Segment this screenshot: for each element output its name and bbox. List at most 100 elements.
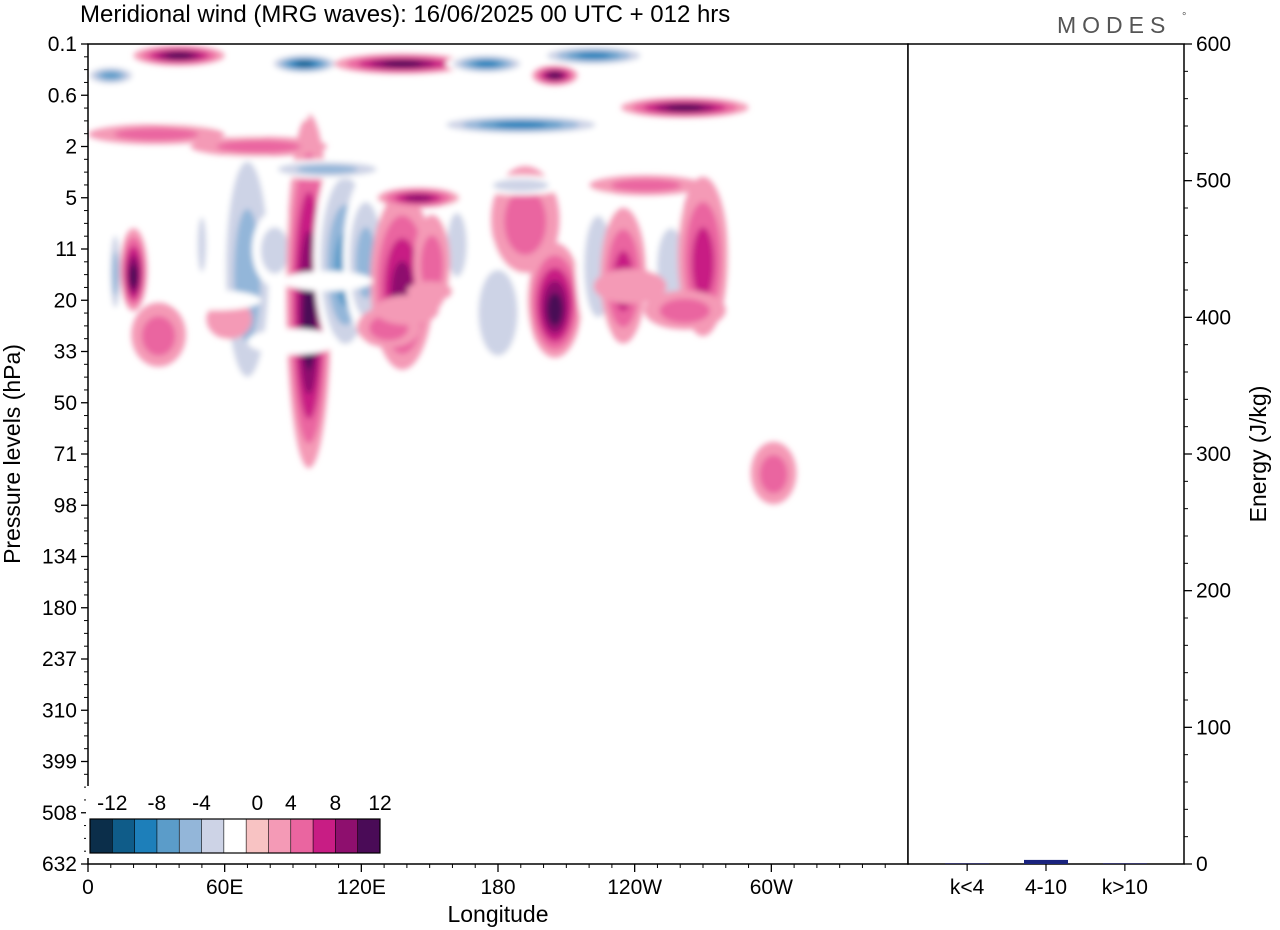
contour-blob	[251, 211, 298, 287]
wavenumber-tick-label: k>10	[1102, 876, 1148, 899]
colorbar-label: -4	[192, 792, 211, 815]
contour-band	[420, 235, 444, 296]
colorbar-swatch	[313, 819, 336, 853]
contour-band	[174, 193, 189, 246]
contour-band	[659, 298, 710, 323]
colorbar: -12 -8 -4 0 4 8 12	[86, 786, 392, 858]
contour-band	[406, 281, 453, 302]
chart-title: Meridional wind (MRG waves): 16/06/2025 …	[80, 1, 730, 28]
contour-blob	[375, 295, 439, 325]
contour-blob	[247, 328, 339, 355]
colorbar-label: 8	[330, 792, 342, 815]
contour-band	[281, 271, 373, 292]
longitude-tick-label: 120W	[607, 876, 662, 899]
energy-bar-panel: 0 100 200 300 400 500 600 k<4 4-10 k>10 Energy (…	[907, 33, 1271, 899]
colorbar-label: 0	[251, 792, 263, 815]
contour-band	[216, 140, 301, 153]
modes-logo: MODES °	[1057, 11, 1186, 38]
longitude-tick-label: 120E	[337, 876, 386, 899]
contour-band	[295, 61, 314, 67]
pressure-tick-label: 310	[42, 699, 77, 722]
energy-tick-label: 300	[1196, 443, 1231, 466]
contour-fill-group	[88, 45, 797, 505]
x-axis-label: Longitude	[447, 901, 548, 927]
contour-band	[112, 251, 119, 296]
energy-plot-frame	[907, 43, 1185, 865]
contour-band	[260, 227, 289, 274]
contour-blob	[466, 240, 530, 380]
colorbar-swatch	[134, 819, 158, 853]
contour-blob	[475, 175, 567, 196]
pressure-tick-label: 33	[54, 341, 77, 364]
colorbar-labels: -12 -8 -4 0 4 8 12	[97, 792, 392, 815]
contour-band	[666, 104, 703, 111]
contour-blob	[170, 290, 262, 311]
contour-band	[593, 268, 667, 304]
energy-tick-label: 200	[1196, 580, 1231, 603]
contour-blob	[750, 441, 797, 505]
energy-tick-label: 600	[1196, 33, 1231, 56]
energy-tick-label: 0	[1196, 853, 1208, 876]
colorbar-swatch	[246, 819, 269, 853]
contour-band	[296, 165, 358, 174]
energy-bars	[945, 859, 1147, 864]
wavenumber-tick-label: k<4	[950, 876, 985, 899]
wind-contour-panel: 0.1 0.6 2 5 11 20 33 50 71 98 134 180 237 310 399 508 63…	[0, 33, 909, 927]
longitude-tick-label: 0	[82, 876, 94, 899]
logo-mark: °	[1182, 11, 1186, 23]
contour-blob	[406, 281, 453, 302]
contour-blob	[258, 159, 396, 180]
longitude-axis: 0 60E 120E 180 120W 60W	[82, 864, 886, 899]
colorbar-swatch	[335, 819, 359, 853]
pressure-tick-label: 71	[54, 443, 77, 466]
contour-blob	[377, 187, 460, 208]
pressure-tick-label: 98	[54, 494, 77, 517]
contour-blob	[88, 124, 225, 145]
contour-band	[404, 194, 433, 202]
energy-axis: 0 100 200 300 400 500 600	[1184, 33, 1231, 876]
contour-band	[759, 454, 788, 494]
logo-text: MODES	[1057, 12, 1171, 38]
contour-band	[141, 316, 176, 356]
pressure-tick-label: 0.6	[48, 84, 77, 107]
contour-blob	[281, 271, 373, 292]
y-axis-label: Pressure levels (hPa)	[0, 344, 25, 564]
contour-band	[382, 61, 422, 67]
pressure-tick-label: 180	[42, 597, 77, 620]
contour-blob	[195, 198, 209, 287]
colorbar-swatch	[268, 819, 292, 853]
pressure-tick-label: 237	[42, 648, 77, 671]
contour-blob	[643, 290, 726, 330]
energy-tick-label: 100	[1196, 716, 1231, 739]
contour-blob	[190, 136, 328, 157]
colorbar-swatch	[156, 819, 180, 853]
contour-blob	[621, 97, 749, 118]
pressure-tick-label: 5	[65, 187, 77, 210]
contour-band	[114, 128, 199, 141]
colorbar-label: 12	[368, 792, 391, 815]
contour-band	[728, 214, 756, 312]
colorbar-swatch	[290, 819, 314, 853]
colorbar-swatch	[179, 819, 202, 853]
pressure-tick-label: 0.1	[48, 33, 77, 56]
contour-blob	[133, 45, 225, 66]
contour-blob	[88, 65, 139, 86]
colorbar-label: -8	[148, 792, 167, 815]
contour-field	[88, 45, 797, 505]
contour-band	[492, 179, 549, 192]
contour-band	[375, 295, 439, 325]
colorbar-swatch	[357, 819, 381, 853]
energy-axis-label: Energy (J/kg)	[1245, 386, 1271, 523]
contour-blob	[131, 302, 186, 367]
colorbar-swatch	[112, 819, 136, 853]
contour-band	[547, 293, 563, 326]
contour-band	[101, 72, 121, 79]
contour-band	[577, 52, 610, 59]
contour-blob	[589, 175, 703, 196]
colorbar-swatch	[223, 819, 247, 853]
colorbar-label: 4	[285, 792, 297, 815]
contour-blob	[149, 107, 309, 127]
energy-tick-label: 400	[1196, 306, 1231, 329]
colorbar-swatch	[201, 819, 225, 853]
